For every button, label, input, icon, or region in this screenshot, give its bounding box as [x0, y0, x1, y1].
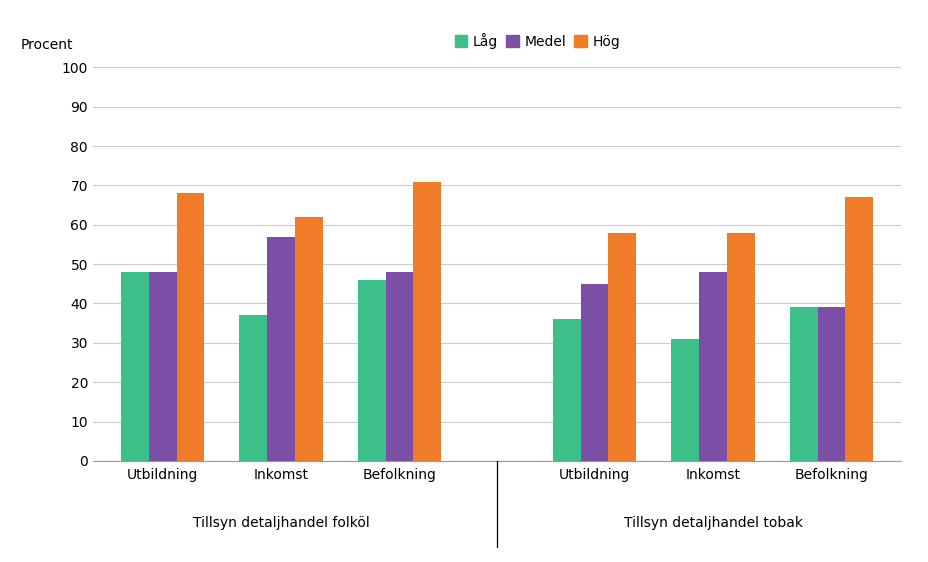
Text: Tillsyn detaljhandel tobak: Tillsyn detaljhandel tobak — [623, 516, 802, 530]
Bar — [295, 217, 323, 461]
Bar — [670, 339, 699, 461]
Bar — [239, 315, 267, 461]
Bar — [357, 280, 385, 461]
Bar — [699, 272, 727, 461]
Bar — [267, 237, 295, 461]
Bar — [608, 233, 636, 461]
Bar — [726, 233, 754, 461]
Bar — [176, 193, 204, 461]
Bar — [148, 272, 176, 461]
Bar — [121, 272, 148, 461]
Text: Procent: Procent — [20, 38, 72, 52]
Bar — [385, 272, 413, 461]
Bar — [817, 307, 844, 461]
Bar — [789, 307, 817, 461]
Text: Tillsyn detaljhandel folköl: Tillsyn detaljhandel folköl — [192, 516, 369, 530]
Bar — [413, 182, 441, 461]
Bar — [552, 319, 580, 461]
Bar — [844, 197, 872, 461]
Legend: Låg, Medel, Hög: Låg, Medel, Hög — [448, 27, 625, 55]
Bar — [580, 284, 608, 461]
